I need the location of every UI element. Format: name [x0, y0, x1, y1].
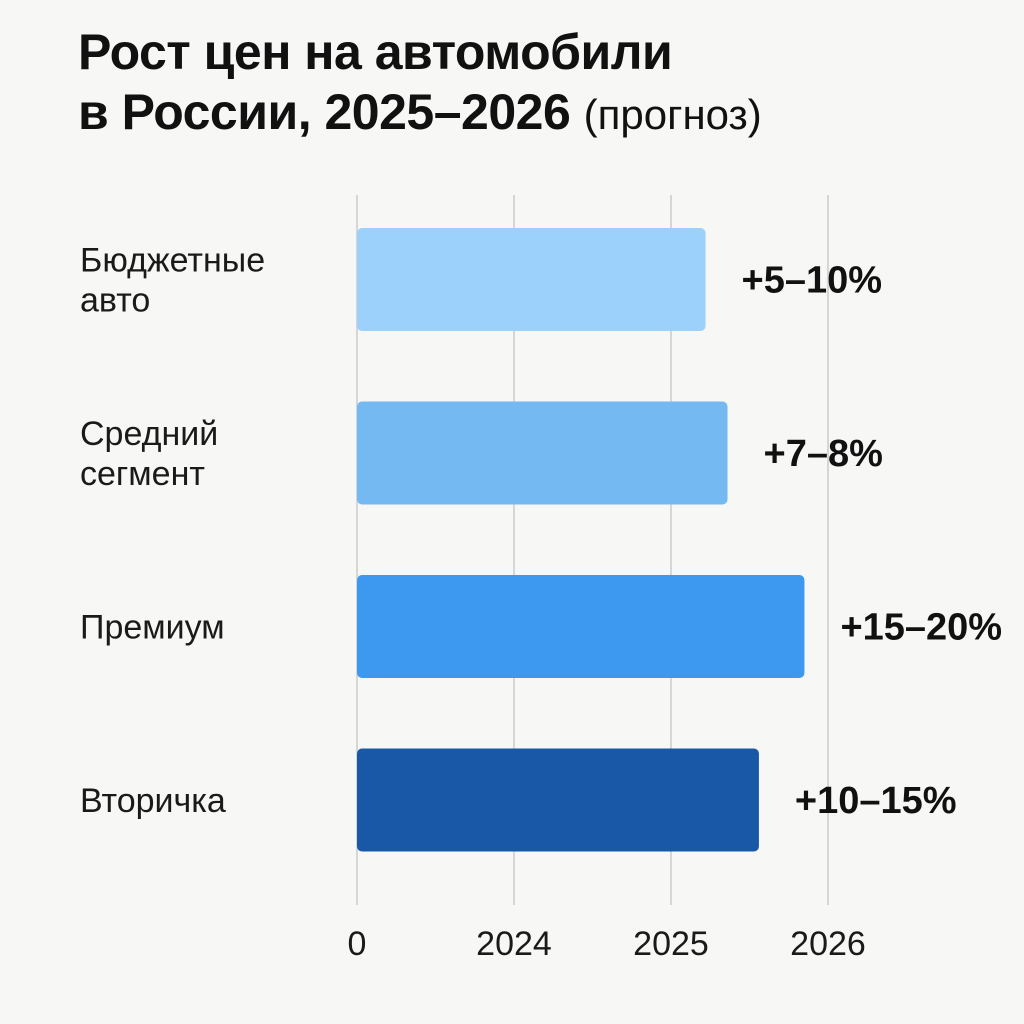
value-label-1: +7–8%: [764, 433, 883, 475]
bar-0: [357, 228, 706, 331]
value-label-0: +5–10%: [742, 260, 883, 302]
x-tick-label-3: 2026: [790, 925, 866, 963]
category-label-0-line-1: авто: [80, 282, 150, 320]
x-tick-label-1: 2024: [476, 925, 552, 963]
category-label-0: Бюджетные авто: [80, 242, 265, 320]
bar-3: [357, 748, 759, 852]
title-line-1: Рост цен на автомобили: [78, 24, 673, 80]
title-suffix: (прогноз): [583, 91, 762, 138]
chart-title: Рост цен на автомобили в России, 2025–20…: [78, 22, 998, 145]
category-label-2: Премиум: [80, 609, 225, 647]
category-label-3: Вторичка: [80, 782, 226, 820]
x-tick-label-2: 2025: [633, 925, 709, 963]
value-label-2: +15–20%: [840, 607, 1002, 649]
category-label-1-line-0: Средний: [80, 415, 218, 453]
category-label-2-line-0: Премиум: [80, 609, 225, 647]
category-label-1-line-1: сегмент: [80, 455, 205, 493]
title-line-2: в России, 2025–2026: [78, 84, 571, 140]
category-label-0-line-0: Бюджетные: [80, 242, 265, 280]
category-label-1: Средний сегмент: [80, 415, 218, 493]
bar-1: [357, 401, 728, 505]
value-label-3: +10–15%: [795, 780, 957, 822]
bar-2: [357, 575, 805, 678]
category-label-3-line-0: Вторичка: [80, 782, 226, 820]
x-tick-label-0: 0: [348, 925, 367, 963]
